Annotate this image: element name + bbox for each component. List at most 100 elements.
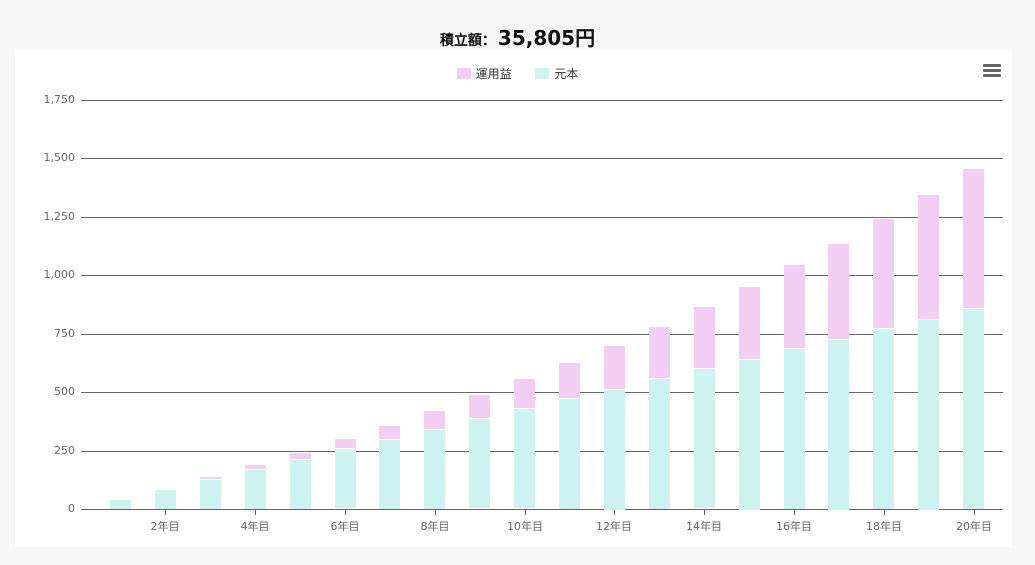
gridline bbox=[81, 158, 1003, 159]
bar-segment-principal[interactable] bbox=[290, 459, 311, 509]
hamburger-menu-icon[interactable] bbox=[983, 64, 1001, 78]
bar-segment-gain[interactable] bbox=[739, 287, 760, 359]
bar-segment-principal[interactable] bbox=[379, 439, 400, 509]
x-tick bbox=[165, 510, 166, 515]
bar-9年目[interactable] bbox=[469, 395, 490, 508]
bar-12年目[interactable] bbox=[604, 346, 625, 510]
y-axis-label: 750 bbox=[54, 327, 75, 340]
bar-segment-gain[interactable] bbox=[649, 327, 670, 378]
bar-4年目[interactable] bbox=[245, 465, 266, 509]
y-axis-label: 500 bbox=[54, 385, 75, 398]
bar-segment-principal[interactable] bbox=[963, 308, 984, 509]
y-axis-label: 250 bbox=[54, 444, 75, 457]
bar-segment-principal[interactable] bbox=[739, 359, 760, 510]
bar-segment-principal[interactable] bbox=[873, 328, 894, 509]
y-axis-label: 1,500 bbox=[43, 151, 76, 164]
x-tick bbox=[974, 510, 975, 515]
bar-segment-gain[interactable] bbox=[424, 411, 445, 429]
bar-17年目[interactable] bbox=[828, 244, 849, 510]
legend: 運用益 元本 bbox=[0, 65, 1035, 82]
legend-swatch-gain bbox=[456, 68, 471, 79]
x-tick bbox=[794, 510, 795, 515]
bar-segment-principal[interactable] bbox=[918, 319, 939, 510]
bar-7年目[interactable] bbox=[379, 426, 400, 509]
bar-segment-gain[interactable] bbox=[963, 169, 984, 308]
bar-segment-principal[interactable] bbox=[784, 348, 805, 509]
x-axis-label: 10年目 bbox=[507, 520, 543, 533]
bar-5年目[interactable] bbox=[290, 453, 311, 509]
bar-segment-principal[interactable] bbox=[245, 469, 266, 509]
bar-segment-gain[interactable] bbox=[290, 453, 311, 459]
bar-segment-gain[interactable] bbox=[514, 379, 535, 408]
bar-6年目[interactable] bbox=[335, 439, 356, 508]
bar-segment-gain[interactable] bbox=[469, 395, 490, 418]
gridline bbox=[81, 509, 1003, 510]
x-tick bbox=[704, 510, 705, 515]
bar-20年目[interactable] bbox=[963, 169, 984, 509]
x-axis-label: 14年目 bbox=[686, 520, 722, 533]
bar-segment-gain[interactable] bbox=[918, 195, 939, 319]
bar-11年目[interactable] bbox=[559, 363, 580, 509]
bar-segment-principal[interactable] bbox=[335, 448, 356, 508]
bar-15年目[interactable] bbox=[739, 287, 760, 510]
bar-segment-gain[interactable] bbox=[245, 465, 266, 469]
title-label: 積立額： bbox=[439, 33, 496, 49]
x-axis-label: 8年目 bbox=[420, 520, 450, 533]
legend-label-principal: 元本 bbox=[554, 67, 579, 81]
x-tick bbox=[345, 510, 346, 515]
bar-2年目[interactable] bbox=[155, 489, 176, 509]
bar-segment-gain[interactable] bbox=[200, 477, 221, 479]
bar-segment-gain[interactable] bbox=[335, 439, 356, 448]
x-tick bbox=[435, 510, 436, 515]
bar-segment-gain[interactable] bbox=[559, 363, 580, 398]
x-tick bbox=[255, 510, 256, 515]
y-axis-label: 0 bbox=[68, 502, 75, 515]
bar-segment-principal[interactable] bbox=[649, 378, 670, 509]
bar-14年目[interactable] bbox=[694, 307, 715, 508]
bar-segment-principal[interactable] bbox=[604, 389, 625, 510]
x-tick bbox=[525, 510, 526, 515]
bar-13年目[interactable] bbox=[649, 327, 670, 509]
bar-segment-principal[interactable] bbox=[514, 408, 535, 508]
bar-1年目[interactable] bbox=[110, 499, 131, 509]
bar-segment-gain[interactable] bbox=[784, 265, 805, 348]
x-tick bbox=[884, 510, 885, 515]
y-axis-label: 1,750 bbox=[43, 93, 76, 106]
x-tick bbox=[614, 510, 615, 515]
legend-item-principal[interactable]: 元本 bbox=[535, 65, 578, 82]
gridline bbox=[81, 451, 1003, 452]
gridline bbox=[81, 275, 1003, 276]
bar-3年目[interactable] bbox=[200, 477, 221, 509]
x-axis-label: 20年目 bbox=[956, 520, 992, 533]
bar-19年目[interactable] bbox=[918, 195, 939, 510]
bar-segment-gain[interactable] bbox=[873, 219, 894, 328]
bar-segment-principal[interactable] bbox=[200, 479, 221, 509]
bar-segment-principal[interactable] bbox=[469, 418, 490, 508]
legend-item-gain[interactable]: 運用益 bbox=[456, 65, 512, 82]
x-axis-label: 18年目 bbox=[866, 520, 902, 533]
bar-8年目[interactable] bbox=[424, 411, 445, 509]
bar-segment-principal[interactable] bbox=[559, 398, 580, 509]
x-axis-label: 4年目 bbox=[240, 520, 270, 533]
bar-segment-principal[interactable] bbox=[155, 489, 176, 509]
x-axis-label: 2年目 bbox=[150, 520, 180, 533]
bar-segment-gain[interactable] bbox=[379, 426, 400, 439]
chart-title: 積立額： 35,805円 bbox=[0, 22, 1035, 51]
bar-18年目[interactable] bbox=[873, 219, 894, 509]
bar-segment-principal[interactable] bbox=[828, 339, 849, 510]
gridline bbox=[81, 100, 1003, 101]
title-amount: 35,805円 bbox=[497, 26, 596, 50]
bar-segment-gain[interactable] bbox=[694, 307, 715, 368]
bar-segment-principal[interactable] bbox=[424, 429, 445, 509]
bar-segment-gain[interactable] bbox=[828, 244, 849, 339]
bar-segment-principal[interactable] bbox=[694, 368, 715, 508]
bar-segment-gain[interactable] bbox=[604, 346, 625, 389]
x-axis-label: 6年目 bbox=[330, 520, 360, 533]
legend-swatch-principal bbox=[535, 68, 550, 79]
bar-10年目[interactable] bbox=[514, 379, 535, 508]
y-axis-label: 1,000 bbox=[43, 268, 76, 281]
gridline bbox=[81, 392, 1003, 393]
y-axis-label: 1,250 bbox=[43, 210, 76, 223]
bar-16年目[interactable] bbox=[784, 265, 805, 509]
bar-segment-principal[interactable] bbox=[110, 499, 131, 509]
